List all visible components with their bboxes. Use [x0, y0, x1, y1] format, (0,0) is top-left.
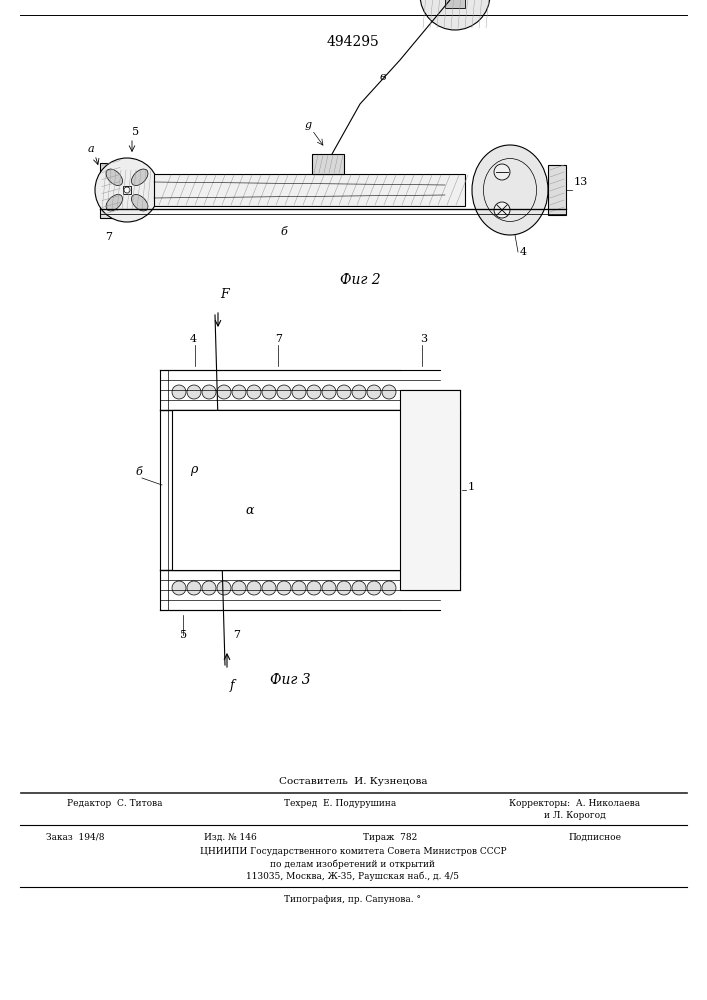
Text: в: в [380, 72, 387, 82]
Circle shape [382, 581, 396, 595]
Circle shape [262, 581, 276, 595]
Text: ρ: ρ [189, 464, 197, 477]
Ellipse shape [472, 145, 548, 235]
Bar [172, 410, 460, 570]
Text: ЦНИИПИ Государственного комитета Совета Министров СССР: ЦНИИПИ Государственного комитета Совета … [199, 848, 506, 856]
Circle shape [292, 385, 306, 399]
Circle shape [124, 187, 130, 193]
Text: и Л. Корогод: и Л. Корогод [544, 812, 606, 820]
Text: Заказ  194/8: Заказ 194/8 [46, 832, 104, 842]
Circle shape [187, 385, 201, 399]
Text: F: F [220, 288, 228, 302]
Circle shape [187, 581, 201, 595]
Text: Типография, пр. Сапунова. °: Типография, пр. Сапунова. ° [284, 896, 421, 904]
Text: 7: 7 [233, 630, 240, 640]
Circle shape [352, 385, 366, 399]
Bar [400, 390, 460, 590]
Circle shape [232, 581, 246, 595]
Bar [312, 154, 344, 174]
Circle shape [217, 385, 231, 399]
Text: а: а [88, 144, 95, 154]
Text: 5: 5 [132, 127, 139, 137]
Text: Техред  Е. Подурушина: Техред Е. Подурушина [284, 800, 396, 808]
Circle shape [337, 581, 351, 595]
Text: 4: 4 [520, 247, 527, 257]
Circle shape [307, 581, 321, 595]
Bar [548, 165, 566, 215]
Ellipse shape [106, 194, 122, 211]
Circle shape [202, 385, 216, 399]
Circle shape [232, 385, 246, 399]
Circle shape [494, 164, 510, 180]
Circle shape [292, 581, 306, 595]
Text: Составитель  И. Кузнецова: Составитель И. Кузнецова [279, 778, 427, 786]
Circle shape [322, 581, 336, 595]
Circle shape [95, 158, 159, 222]
Text: 5: 5 [180, 630, 187, 640]
Text: Фиг 3: Фиг 3 [269, 673, 310, 687]
Text: 3: 3 [420, 334, 427, 344]
Circle shape [307, 385, 321, 399]
Ellipse shape [132, 194, 148, 211]
Text: Изд. № 146: Изд. № 146 [204, 832, 257, 842]
Text: 494295: 494295 [327, 35, 380, 49]
Bar [123, 186, 131, 194]
Text: по делам изобретений и открытий: по делам изобретений и открытий [271, 859, 436, 869]
Text: 7: 7 [275, 334, 282, 344]
Ellipse shape [106, 169, 122, 186]
Circle shape [202, 581, 216, 595]
Text: Корректоры:  А. Николаева: Корректоры: А. Николаева [510, 800, 641, 808]
Circle shape [382, 385, 396, 399]
Circle shape [247, 581, 261, 595]
Text: 113035, Москва, Ж-35, Раушская наб., д. 4/5: 113035, Москва, Ж-35, Раушская наб., д. … [247, 871, 460, 881]
Circle shape [494, 202, 510, 218]
Text: 7: 7 [105, 232, 112, 242]
Circle shape [352, 581, 366, 595]
Circle shape [217, 581, 231, 595]
Circle shape [322, 385, 336, 399]
Text: 1: 1 [468, 482, 475, 492]
Text: б: б [135, 467, 141, 477]
Circle shape [172, 385, 186, 399]
Text: Редактор  С. Титова: Редактор С. Титова [67, 800, 163, 808]
Text: б: б [280, 227, 287, 237]
Bar [100, 162, 122, 218]
Circle shape [277, 581, 291, 595]
Circle shape [277, 385, 291, 399]
Circle shape [367, 581, 381, 595]
Text: Тираж  782: Тираж 782 [363, 832, 417, 842]
Circle shape [247, 385, 261, 399]
Text: Фиг 2: Фиг 2 [339, 273, 380, 287]
Circle shape [172, 581, 186, 595]
Ellipse shape [132, 169, 148, 186]
Circle shape [337, 385, 351, 399]
Bar [154, 174, 465, 206]
Circle shape [420, 0, 490, 30]
Text: 4: 4 [190, 334, 197, 344]
Bar [445, 0, 465, 7]
Circle shape [367, 385, 381, 399]
Text: 13: 13 [574, 177, 588, 187]
Text: g: g [305, 120, 312, 130]
Text: Подписное: Подписное [568, 832, 621, 842]
Text: α: α [245, 504, 254, 516]
Circle shape [262, 385, 276, 399]
Text: f: f [230, 678, 235, 692]
